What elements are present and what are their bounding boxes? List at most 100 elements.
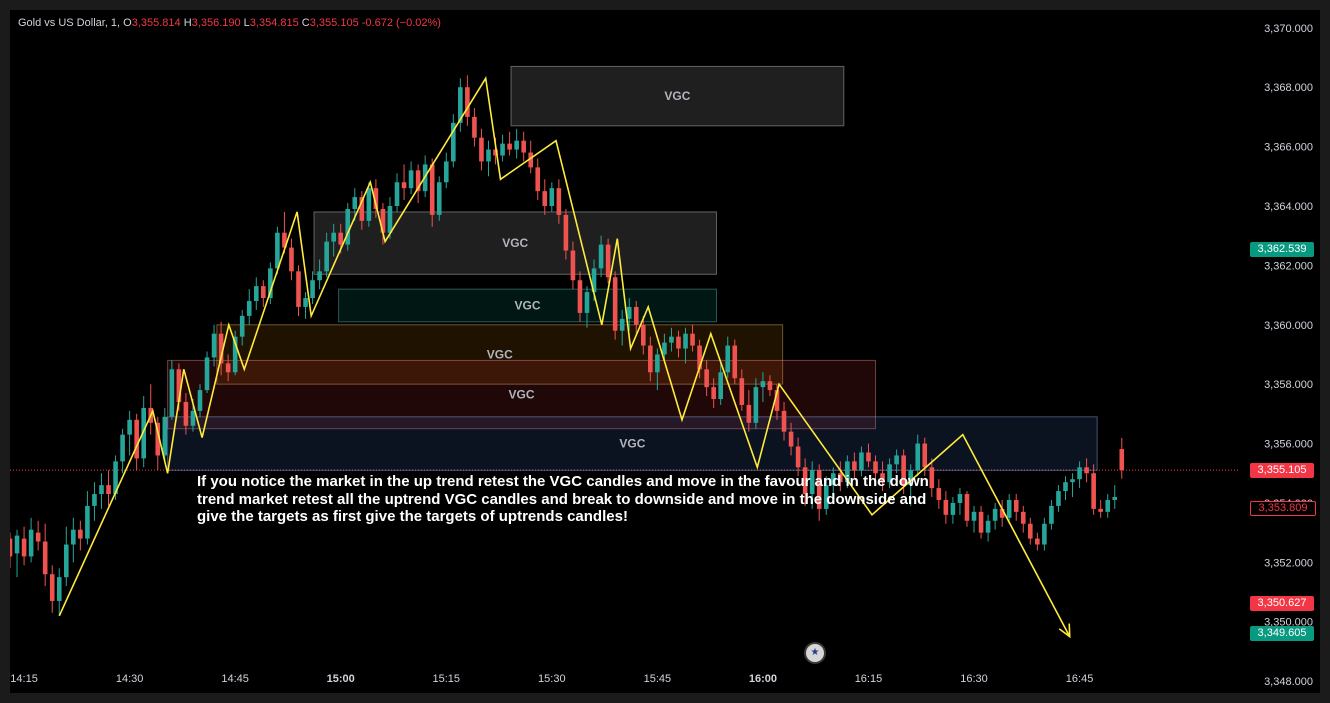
candle-body — [1119, 449, 1125, 471]
candle-body — [978, 511, 984, 533]
vgc-zone-2[interactable] — [338, 288, 717, 323]
candle-body — [640, 324, 646, 346]
candle-body — [71, 529, 76, 545]
zigzag-line[interactable] — [58, 76, 1071, 637]
candle-body — [134, 419, 139, 459]
candle-body — [859, 452, 864, 471]
vgc-zone-5[interactable] — [167, 416, 1098, 471]
candle-body — [225, 363, 231, 373]
price-axis[interactable]: 3,370.000 3,368.000 3,366.000 3,364.000 3,36… — [1240, 10, 1320, 693]
candle-body — [296, 271, 301, 307]
candle-body — [63, 544, 69, 578]
candle-body — [42, 541, 48, 575]
vgc-zones: VGC VGC VGC VGC VGC VGC — [167, 65, 1098, 471]
price-tick-label: 3,358.000 — [1264, 379, 1313, 391]
candle-body — [120, 434, 125, 462]
price-tick-label: 3,366.000 — [1264, 142, 1313, 154]
candle-body — [802, 467, 808, 495]
candle-body — [725, 345, 731, 373]
candle-body — [1056, 491, 1061, 506]
candle-body — [591, 268, 597, 293]
candle-body — [183, 401, 189, 426]
time-tick-label: 15:15 — [433, 673, 461, 685]
price-tick-label: 3,370.000 — [1264, 23, 1313, 35]
candle-body — [190, 410, 196, 426]
candle-body — [373, 188, 379, 209]
candle-body — [662, 342, 667, 355]
price-tick-label: 3,350.000 — [1264, 617, 1313, 629]
vgc-zone-3[interactable] — [216, 324, 784, 385]
candle-body — [232, 336, 238, 373]
candle-body — [472, 116, 477, 138]
candle-body — [584, 292, 590, 313]
candle-body — [985, 520, 991, 533]
candle-body — [246, 301, 252, 316]
time-tick-label: 16:00 — [749, 673, 777, 685]
vgc-zone-label: VGC — [502, 236, 528, 250]
candle-body — [289, 247, 294, 272]
candle-body — [218, 333, 224, 364]
candle-body — [1077, 467, 1082, 480]
candle-body — [204, 357, 210, 391]
candle-body — [514, 140, 519, 150]
candle-body — [852, 461, 857, 471]
candle-body — [957, 494, 963, 503]
price-tick-label: 3,368.000 — [1264, 82, 1313, 94]
candle-body — [971, 511, 977, 521]
candle-body — [500, 143, 505, 156]
candle-body — [866, 452, 871, 462]
candle-body — [908, 470, 913, 486]
candle-body — [436, 182, 442, 215]
candle-body — [626, 306, 632, 319]
candle-body — [950, 502, 956, 515]
candle-body — [915, 443, 921, 471]
time-tick-label: 16:45 — [1066, 673, 1094, 685]
price-tick-label: 3,364.000 — [1264, 201, 1313, 213]
chart-pane[interactable]: VGC VGC VGC VGC VGC VGC 3,370.000 3,368.000 3,3… — [10, 10, 1320, 693]
candle-body — [85, 505, 90, 539]
candle-body — [873, 461, 878, 474]
candle-body — [845, 461, 850, 483]
vgc-zone-0[interactable] — [510, 65, 845, 127]
candle-body — [880, 473, 885, 483]
zigzag-drawing[interactable] — [58, 76, 1071, 639]
candle-body — [605, 244, 611, 278]
candle-body — [992, 508, 998, 521]
annotation-text[interactable]: If you notice the market in the up trend… — [197, 473, 929, 525]
candle-body — [718, 372, 723, 400]
candle-body — [936, 488, 942, 500]
open-label: O — [123, 17, 132, 29]
candle-body — [352, 197, 358, 209]
price-tag: 3,350.627 — [1250, 595, 1314, 611]
us-flag-icon[interactable]: ★ — [804, 642, 826, 664]
candle-body — [1049, 505, 1054, 524]
close-label: C — [301, 17, 310, 29]
candle-body — [830, 473, 836, 486]
candle-body — [746, 404, 752, 423]
candle-body — [563, 214, 569, 251]
price-tag: 3,355.105 — [1250, 462, 1314, 478]
vgc-zone-label: VGC — [487, 347, 513, 361]
candle-body — [78, 529, 83, 539]
candle-body — [894, 455, 899, 465]
time-axis[interactable]: 14:15 14:30 14:45 15:00 15:15 15:30 15:45 16:00… — [10, 673, 1093, 685]
candle-body — [1091, 473, 1096, 509]
price-axis-bg — [1240, 10, 1320, 693]
candle-body — [633, 306, 639, 325]
candle-body — [619, 318, 625, 331]
price-tag: 3,362.539 — [1250, 241, 1314, 257]
symbol-legend[interactable]: Gold vs US Dollar, 1, O3,355.814 H3,356.… — [18, 17, 441, 29]
candle-body — [739, 378, 745, 405]
candle-body — [683, 333, 688, 349]
candle-body — [28, 529, 34, 557]
high-label: H — [183, 17, 192, 29]
candle-body — [922, 443, 928, 468]
candle-body — [795, 446, 801, 468]
candle-body — [106, 485, 111, 495]
candle-body — [465, 87, 470, 117]
candle-body — [753, 387, 759, 423]
candle-body — [282, 232, 287, 248]
candle-body — [429, 164, 435, 215]
candle-body — [401, 182, 407, 189]
